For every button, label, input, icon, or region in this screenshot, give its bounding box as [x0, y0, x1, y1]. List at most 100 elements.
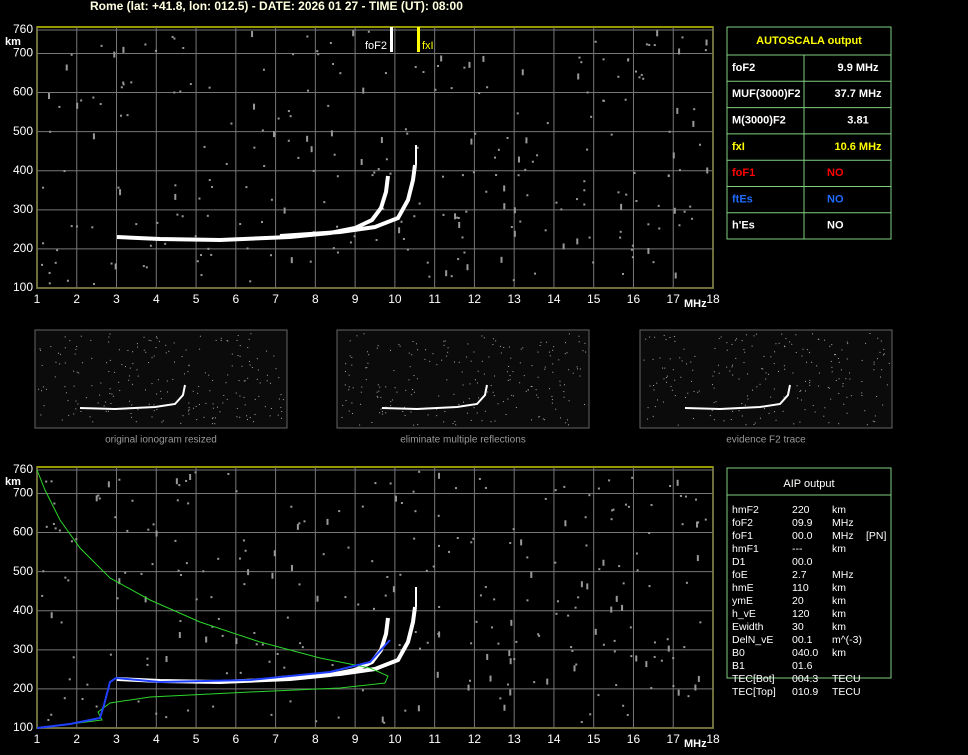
aip-cell: 040.0	[792, 647, 818, 659]
noise-dot	[474, 132, 477, 135]
noise-dot	[691, 217, 694, 220]
thumbnail-noise	[143, 349, 145, 351]
noise-dot	[402, 237, 405, 240]
thumbnail-noise	[877, 337, 879, 339]
thumbnail-noise	[880, 376, 882, 378]
aip-box	[726, 467, 892, 679]
autoscala-box	[726, 26, 892, 240]
noise-dot	[653, 44, 656, 47]
noise-dot	[461, 236, 464, 239]
thumbnail-noise	[492, 391, 494, 393]
noise-dot	[627, 59, 630, 62]
thumbnail-noise	[50, 346, 52, 348]
thumbnail-noise	[753, 424, 755, 426]
noise-dot	[200, 254, 203, 257]
autoscala-key: fxI	[732, 141, 745, 153]
thumbnail-noise	[886, 384, 888, 386]
x-tick-label: 3	[113, 292, 120, 306]
thumbnail-noise	[519, 362, 521, 364]
thumbnail-noise	[436, 364, 438, 366]
thumbnail-noise	[804, 409, 806, 411]
thumbnail-noise	[345, 400, 347, 402]
x-tick-label: 18	[706, 732, 720, 746]
thumbnail-noise	[882, 354, 884, 356]
aip-cell: hmE	[732, 582, 754, 594]
thumbnail-noise	[566, 352, 568, 354]
thumbnail-noise	[828, 387, 830, 389]
thumbnail-noise	[831, 366, 833, 368]
noise-dot	[54, 261, 57, 264]
thumbnail	[336, 329, 590, 429]
noise-dot	[588, 236, 591, 239]
thumbnail-noise	[537, 376, 539, 378]
thumbnail-noise	[783, 345, 785, 347]
thumbnail-noise	[747, 398, 749, 400]
noise-dot	[276, 652, 279, 655]
thumbnail-noise	[694, 355, 696, 357]
aip-cell: 2.7	[792, 569, 807, 581]
x-tick-label: 8	[312, 732, 319, 746]
thumbnail-noise	[97, 402, 99, 404]
thumbnail-noise	[540, 341, 542, 343]
thumbnail-noise	[150, 340, 152, 342]
thumbnail-noise	[775, 343, 777, 345]
noise-dot	[583, 180, 586, 183]
noise-dot	[624, 98, 627, 101]
thumbnail-noise	[470, 360, 472, 362]
noise-dot	[698, 143, 701, 146]
thumbnail-noise	[411, 394, 413, 396]
x-tick-label: 7	[272, 292, 279, 306]
thumbnail-noise	[539, 344, 541, 346]
thumbnail-noise	[148, 362, 150, 364]
thumbnail-noise	[507, 398, 509, 400]
thumbnail-noise	[377, 345, 379, 347]
thumbnail-noise	[712, 375, 714, 377]
noise-dot	[179, 620, 182, 623]
noise-dot	[92, 96, 95, 99]
thumbnail-noise	[500, 352, 502, 354]
noise-dot	[53, 502, 56, 505]
thumbnail-noise	[488, 356, 490, 358]
thumbnail-noise	[679, 357, 681, 359]
thumbnail-noise	[359, 424, 361, 426]
thumbnail-noise	[248, 338, 250, 340]
thumbnail-noise	[812, 405, 814, 407]
noise-dot	[536, 154, 539, 157]
noise-dot	[41, 263, 44, 266]
noise-dot	[586, 148, 589, 151]
noise-dot	[261, 129, 264, 132]
noise-dot	[336, 225, 339, 228]
noise-dot	[389, 482, 392, 485]
noise-dot	[497, 148, 500, 151]
thumbnail-noise	[673, 335, 675, 337]
noise-dot	[642, 77, 645, 80]
thumbnail-noise	[158, 340, 160, 342]
thumbnail-noise	[153, 355, 155, 357]
autoscala-value: NO	[827, 167, 844, 179]
noise-dot	[495, 174, 498, 177]
thumbnail-noise	[774, 351, 776, 353]
thumbnail-noise	[227, 340, 229, 342]
thumbnail-noise	[796, 385, 798, 387]
noise-dot	[316, 50, 319, 53]
thumbnail-noise	[446, 379, 448, 381]
thumbnail-noise	[544, 366, 546, 368]
thumbnail-noise	[730, 419, 732, 421]
noise-dot	[590, 115, 593, 118]
thumbnail-noise	[811, 333, 813, 335]
noise-dot	[589, 713, 592, 716]
x-tick-label: 18	[706, 292, 720, 306]
thumbnail-noise	[770, 356, 772, 358]
noise-dot	[419, 647, 422, 650]
noise-dot	[470, 541, 473, 544]
noise-dot	[146, 663, 149, 666]
noise-dot	[290, 564, 293, 571]
thumbnail-noise	[577, 368, 579, 370]
noise-dot	[68, 678, 71, 681]
aip-cell: km	[832, 543, 846, 555]
aip-cell: hmF1	[732, 543, 759, 555]
thumbnail-noise	[132, 363, 134, 365]
noise-dot	[194, 235, 197, 238]
thumbnail-noise	[538, 415, 540, 417]
thumbnail-noise	[280, 394, 282, 396]
